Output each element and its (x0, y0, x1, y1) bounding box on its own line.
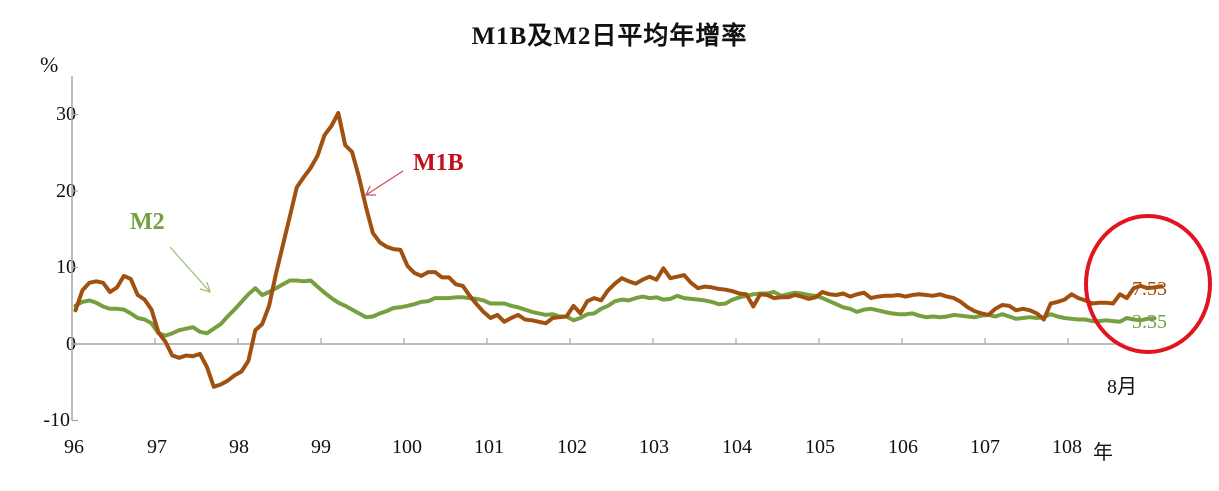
x-tick-108: 108 (1052, 436, 1082, 458)
y-tick-30: 30 (56, 103, 76, 125)
x-tick-97: 97 (147, 436, 167, 458)
x-tick-104: 104 (722, 436, 752, 458)
m1b-arrow (365, 170, 404, 196)
x-axis-unit: 年 (1093, 442, 1113, 464)
last-month-label: 8月 (1107, 376, 1137, 398)
m2-series-label: M2 (130, 209, 165, 235)
x-tick-99: 99 (311, 436, 331, 458)
x-tick-106: 106 (888, 436, 918, 458)
y-tick-minus10: -10 (43, 409, 70, 431)
x-tick-102: 102 (557, 436, 587, 458)
x-tick-98: 98 (229, 436, 249, 458)
y-tick-0: 0 (66, 333, 76, 355)
x-tick-107: 107 (970, 436, 1000, 458)
m2-arrow (169, 246, 211, 293)
x-tick-103: 103 (639, 436, 669, 458)
x-tick-96: 96 (64, 436, 84, 458)
m1b-line (73, 111, 1164, 389)
m1b-series-label: M1B (413, 150, 464, 176)
chart-title: M1B及M2日平均年增率 (471, 23, 748, 50)
series-lines (73, 111, 1164, 389)
y-tick-10: 10 (56, 256, 76, 278)
x-tick-105: 105 (805, 436, 835, 458)
y-tick-20: 20 (56, 180, 76, 202)
x-tick-101: 101 (474, 436, 504, 458)
m2-end-value: 3.35 (1132, 311, 1167, 333)
m2-line (73, 278, 1157, 338)
m1b-end-value: 7.53 (1132, 278, 1167, 300)
y-axis-unit: % (40, 52, 59, 77)
highlight-circle (1084, 214, 1212, 354)
axes (71, 76, 1124, 422)
x-tick-100: 100 (392, 436, 422, 458)
